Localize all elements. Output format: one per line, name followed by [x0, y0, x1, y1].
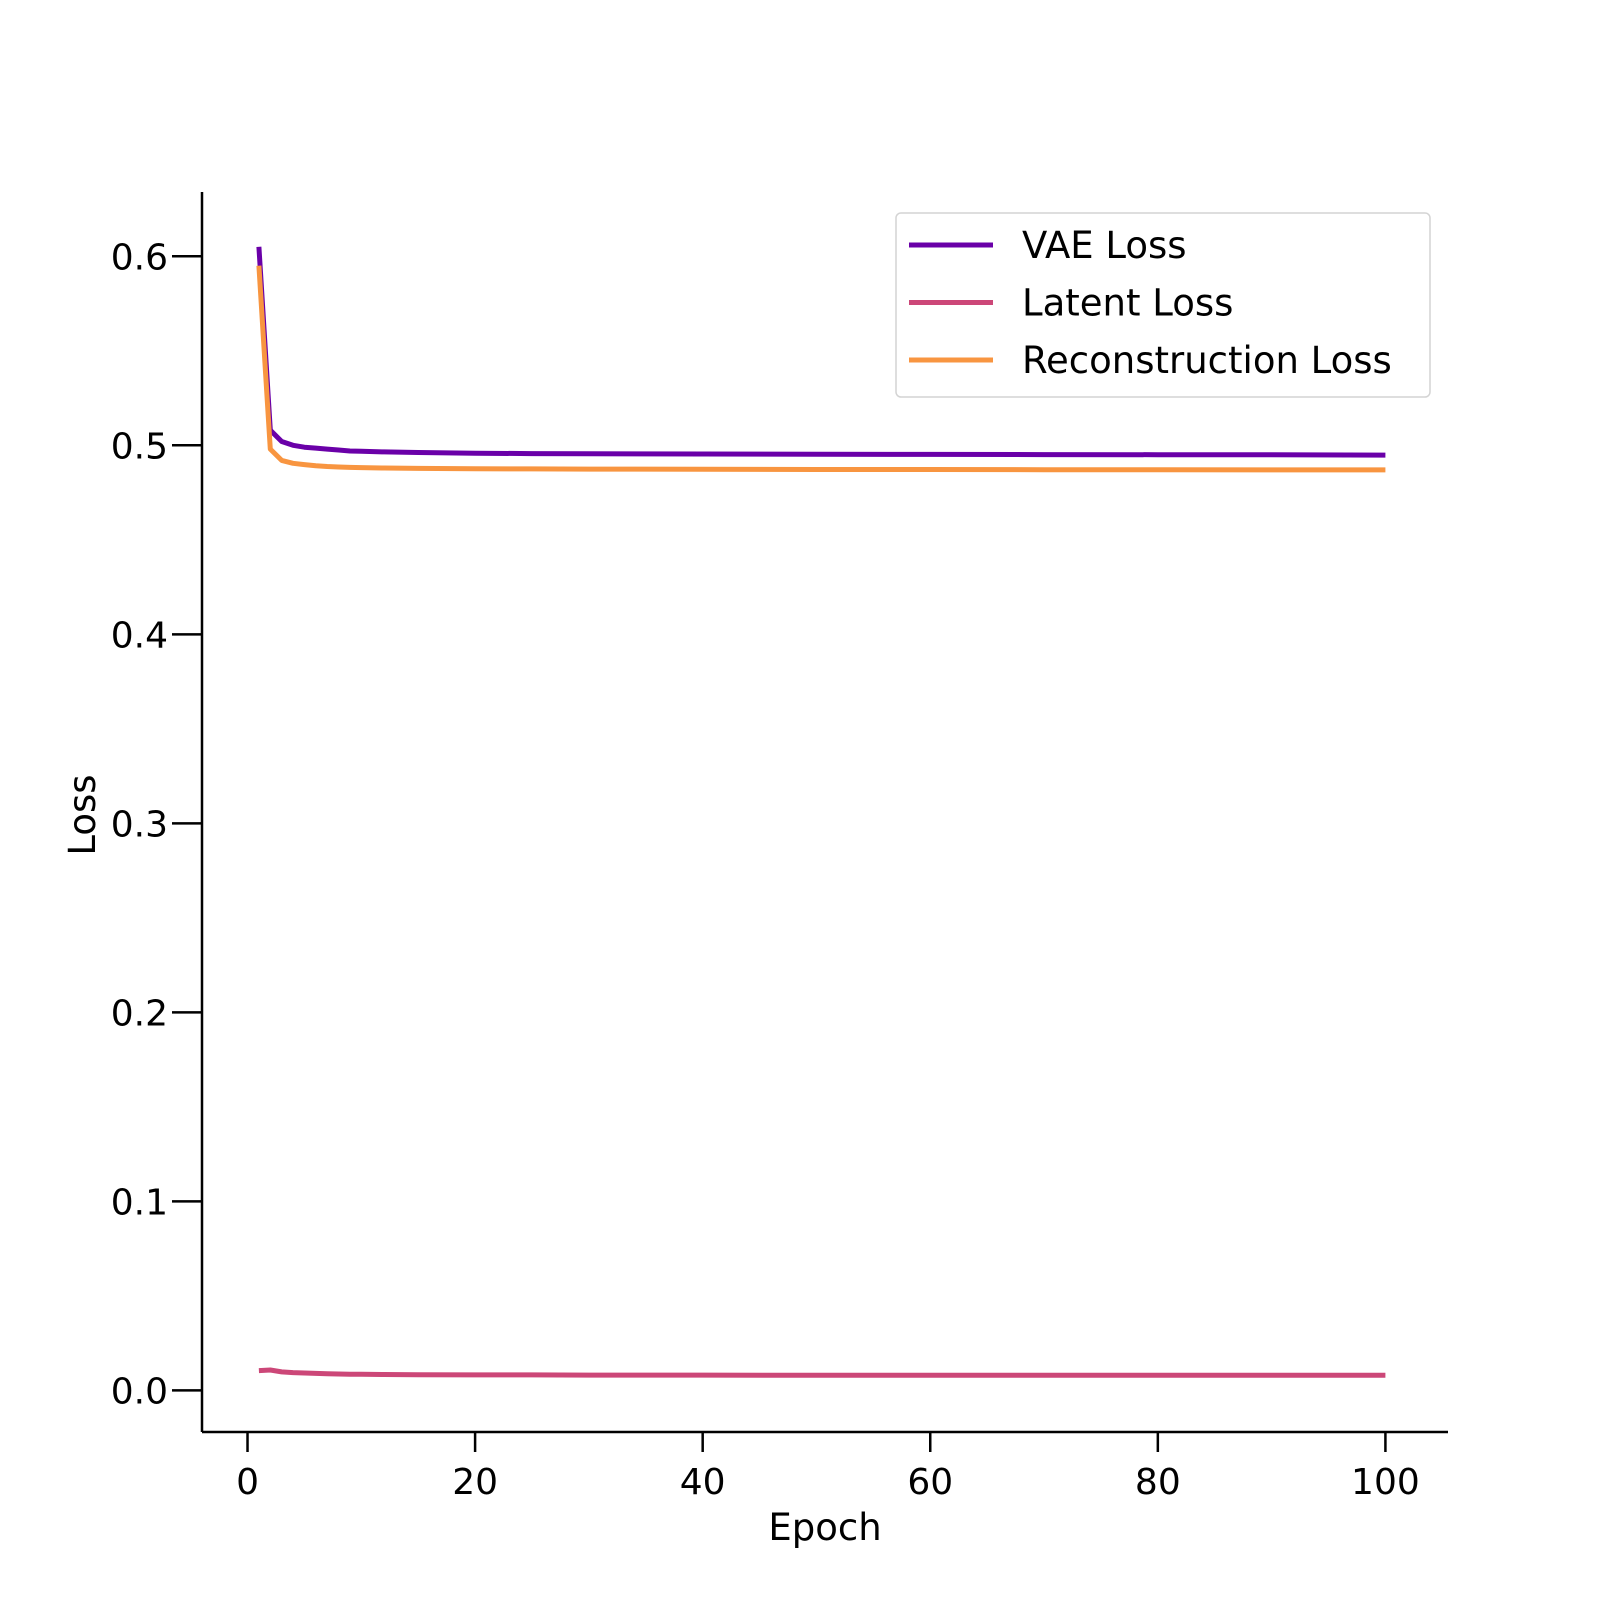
- x-tick-label: 0: [236, 1462, 259, 1503]
- y-tick-label: 0.4: [111, 615, 168, 656]
- y-axis-title: Loss: [61, 774, 104, 855]
- series-line-reconstruction-loss: [256, 265, 1386, 473]
- y-tick-label: 0.1: [111, 1182, 168, 1223]
- legend: VAE Loss Latent Loss Reconstruction Loss: [895, 212, 1431, 398]
- y-tick-label: 0.3: [111, 804, 168, 845]
- series-line-latent-loss: [258, 1367, 1386, 1378]
- x-ticks: 0 20 40 60 80 100: [236, 1432, 1420, 1503]
- y-ticks: 0.0 0.1 0.2 0.3 0.4 0.5 0.6: [111, 237, 202, 1412]
- series-layer: [256, 246, 1386, 1378]
- legend-label: Reconstruction Loss: [1022, 339, 1392, 382]
- y-tick-label: 0.0: [111, 1371, 168, 1412]
- y-tick-label: 0.2: [111, 993, 168, 1034]
- axes: [200, 192, 1448, 1434]
- x-tick-label: 60: [907, 1462, 953, 1503]
- legend-label: VAE Loss: [1022, 224, 1187, 267]
- x-tick-label: 100: [1351, 1462, 1420, 1503]
- y-tick-label: 0.6: [111, 237, 168, 278]
- legend-label: Latent Loss: [1022, 282, 1233, 325]
- x-tick-label: 20: [452, 1462, 498, 1503]
- x-axis-title: Epoch: [768, 1506, 881, 1549]
- y-tick-label: 0.5: [111, 426, 168, 467]
- series-line-vae-loss: [256, 246, 1386, 458]
- x-tick-label: 40: [680, 1462, 726, 1503]
- legend-box: [895, 212, 1431, 398]
- x-tick-label: 80: [1135, 1462, 1181, 1503]
